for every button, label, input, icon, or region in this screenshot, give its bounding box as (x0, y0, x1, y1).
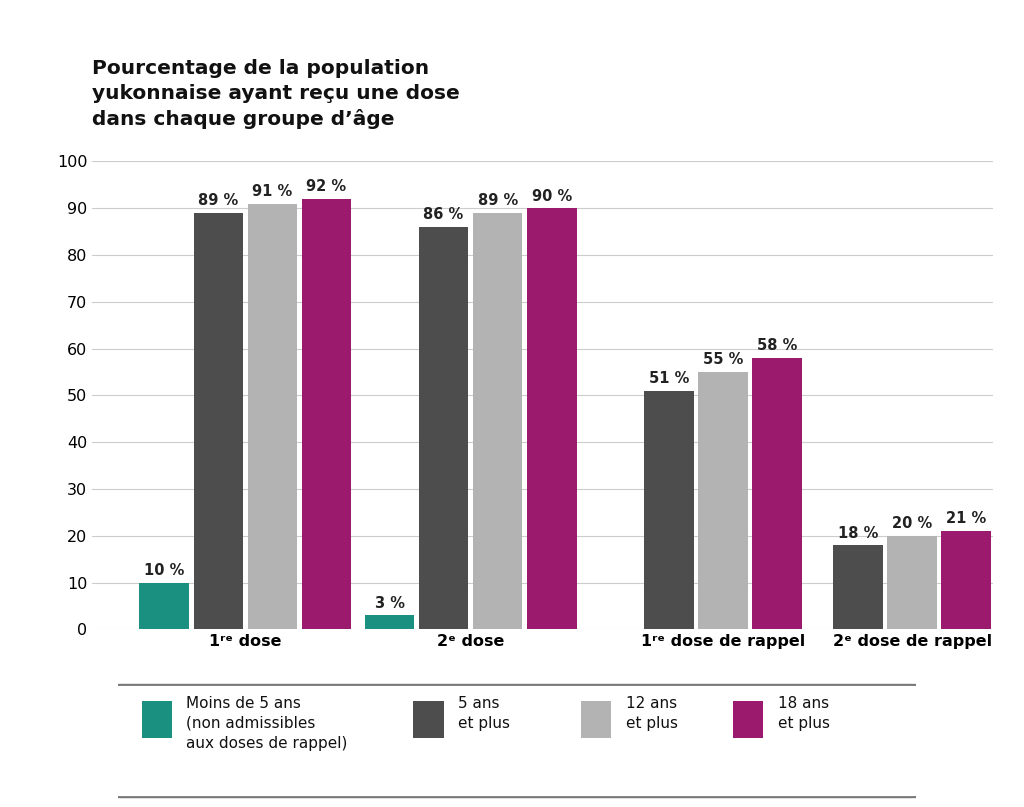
FancyBboxPatch shape (110, 685, 923, 797)
Bar (581, 700, 611, 738)
Text: 18 ans
et plus: 18 ans et plus (777, 696, 829, 731)
Bar (141, 700, 172, 738)
Bar (194, 213, 243, 629)
Bar (733, 700, 763, 738)
Bar (834, 546, 883, 629)
Text: 90 %: 90 % (531, 189, 571, 203)
Text: 55 %: 55 % (702, 353, 743, 367)
Text: 58 %: 58 % (757, 338, 798, 353)
Text: 21 %: 21 % (946, 512, 986, 526)
Text: 20 %: 20 % (892, 516, 932, 531)
Text: 91 %: 91 % (252, 184, 293, 199)
Bar (473, 213, 522, 629)
Bar (302, 199, 351, 629)
Text: Moins de 5 ans
(non admissibles
aux doses de rappel): Moins de 5 ans (non admissibles aux dose… (186, 696, 348, 751)
Bar (365, 616, 415, 629)
Text: 86 %: 86 % (424, 207, 464, 222)
Bar (698, 372, 748, 629)
Text: 10 %: 10 % (144, 563, 184, 578)
Text: 12 ans
et plus: 12 ans et plus (626, 696, 678, 731)
Text: 51 %: 51 % (648, 371, 689, 386)
Text: 92 %: 92 % (306, 179, 346, 194)
Bar (414, 700, 443, 738)
Text: 3 %: 3 % (375, 596, 404, 611)
Bar (527, 208, 577, 629)
Text: Pourcentage de la population
yukonnaise ayant reçu une dose
dans chaque groupe d: Pourcentage de la population yukonnaise … (92, 59, 460, 129)
Bar (644, 391, 693, 629)
Bar (941, 531, 991, 629)
Bar (888, 536, 937, 629)
Bar (248, 203, 297, 629)
Bar (139, 583, 189, 629)
Text: 89 %: 89 % (199, 193, 239, 208)
Text: 89 %: 89 % (477, 193, 518, 208)
Bar (753, 358, 802, 629)
Bar (419, 227, 468, 629)
Text: 5 ans
et plus: 5 ans et plus (458, 696, 510, 731)
Text: 18 %: 18 % (838, 525, 879, 541)
